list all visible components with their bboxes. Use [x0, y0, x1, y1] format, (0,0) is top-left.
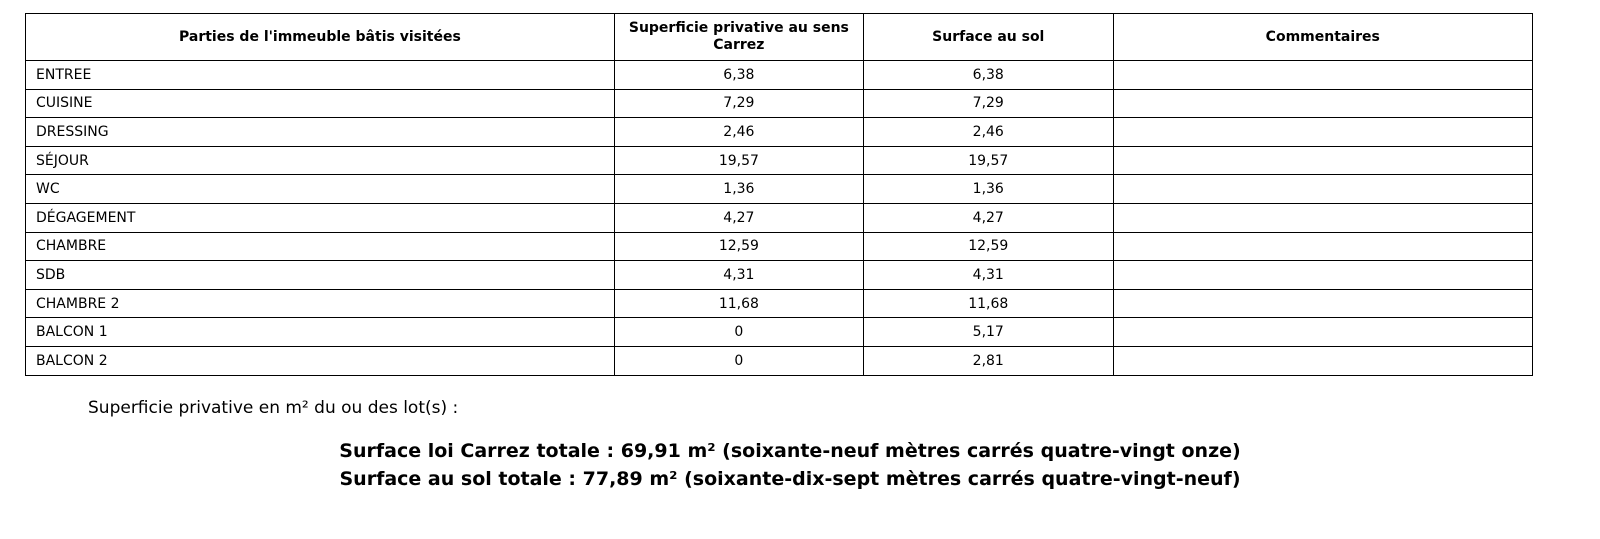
area-value: 4,31 — [613, 260, 864, 290]
room-name: CUISINE — [25, 88, 615, 119]
room-name: BALCON 2 — [25, 345, 615, 376]
area-value: 7,29 — [862, 88, 1114, 119]
table-row: CHAMBRE 12,59 12,59 — [25, 231, 1534, 262]
area-value: 6,38 — [613, 60, 864, 90]
area-value: 12,59 — [613, 231, 864, 262]
table-row: CUISINE 7,29 7,29 — [25, 88, 1534, 119]
comment-cell — [1112, 345, 1534, 376]
room-name: SÉJOUR — [25, 145, 615, 176]
comment-cell — [1112, 288, 1534, 319]
area-value: 6,38 — [862, 60, 1114, 90]
table-row: DRESSING 2,46 2,46 — [25, 117, 1534, 147]
area-value: 0 — [613, 345, 864, 376]
table-row: BALCON 2 0 2,81 — [25, 345, 1534, 376]
comment-cell — [1112, 202, 1534, 233]
comment-cell — [1112, 260, 1534, 290]
comment-cell — [1112, 317, 1534, 347]
table-row: BALCON 1 0 5,17 — [25, 317, 1534, 347]
comment-cell — [1112, 117, 1534, 147]
room-name: DRESSING — [25, 117, 615, 147]
table-row: SDB 4,31 4,31 — [25, 260, 1534, 290]
area-value: 11,68 — [613, 288, 864, 319]
area-value: 2,81 — [862, 345, 1114, 376]
comment-cell — [1112, 231, 1534, 262]
comment-cell — [1112, 88, 1534, 119]
room-name: CHAMBRE 2 — [25, 288, 615, 319]
table-row: ENTREE 6,38 6,38 — [25, 60, 1534, 90]
area-value: 11,68 — [862, 288, 1114, 319]
area-value: 4,27 — [613, 202, 864, 233]
area-value: 7,29 — [613, 88, 864, 119]
room-name: CHAMBRE — [25, 231, 615, 262]
area-value: 4,31 — [862, 260, 1114, 290]
carrez-total: Surface loi Carrez totale : 69,91 m² (so… — [339, 440, 1241, 462]
area-value: 2,46 — [862, 117, 1114, 147]
area-value: 4,27 — [862, 202, 1114, 233]
summary-intro: Superficie privative en m² du ou des lot… — [88, 398, 459, 418]
table-row: SÉJOUR 19,57 19,57 — [25, 145, 1534, 176]
column-header: Parties de l'immeuble bâtis visitées — [25, 13, 615, 61]
column-header: Superficie privative au sens Carrez — [613, 13, 864, 61]
room-name: WC — [25, 174, 615, 204]
sol-total: Surface au sol totale : 77,89 m² (soixan… — [339, 468, 1241, 490]
area-value: 19,57 — [862, 145, 1114, 176]
area-value: 12,59 — [862, 231, 1114, 262]
comment-cell — [1112, 145, 1534, 176]
table-row: DÉGAGEMENT 4,27 4,27 — [25, 202, 1534, 233]
area-value: 2,46 — [613, 117, 864, 147]
area-value: 5,17 — [862, 317, 1114, 347]
table-row: WC 1,36 1,36 — [25, 174, 1534, 204]
area-value: 1,36 — [613, 174, 864, 204]
room-name: BALCON 1 — [25, 317, 615, 347]
table-body: ENTREE 6,38 6,38 CUISINE 7,29 7,29 DRESSING 2,4… — [25, 60, 1534, 376]
column-header: Surface au sol — [862, 13, 1114, 61]
comment-cell — [1112, 174, 1534, 204]
area-value: 1,36 — [862, 174, 1114, 204]
room-name: DÉGAGEMENT — [25, 202, 615, 233]
header-row: Parties de l'immeuble bâtis visitées Supe… — [25, 13, 1534, 61]
table-row: CHAMBRE 2 11,68 11,68 — [25, 288, 1534, 319]
comment-cell — [1112, 60, 1534, 90]
area-value: 19,57 — [613, 145, 864, 176]
room-name: SDB — [25, 260, 615, 290]
column-header: Commentaires — [1112, 13, 1534, 61]
room-name: ENTREE — [25, 60, 615, 90]
surface-table: Parties de l'immeuble bâtis visitées Supe… — [25, 13, 1534, 376]
area-value: 0 — [613, 317, 864, 347]
